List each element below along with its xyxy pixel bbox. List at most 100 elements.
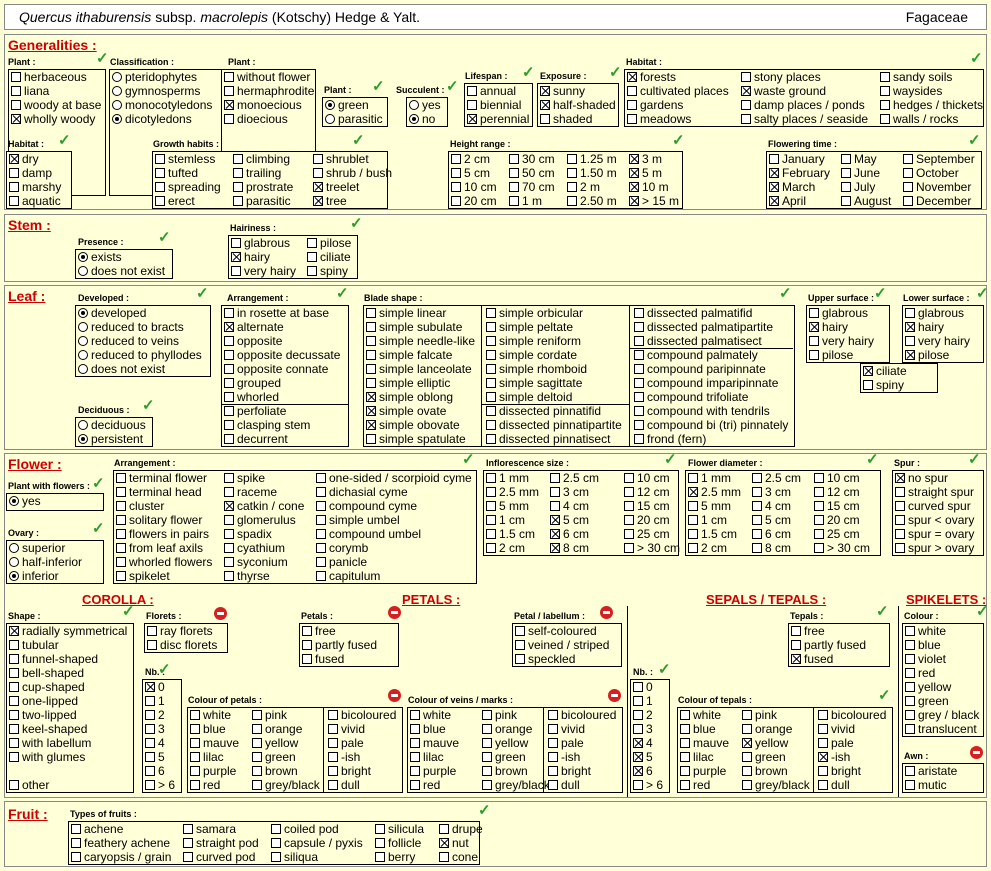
growth-habits-option[interactable]: prostrate	[233, 180, 293, 194]
checkbox-unchecked[interactable]	[905, 780, 915, 790]
checkbox-unchecked[interactable]	[183, 838, 193, 848]
succulent-option[interactable]: no	[409, 112, 435, 126]
leaf-arrangement-option[interactable]: opposite	[224, 334, 282, 348]
blade-shape-option[interactable]: simple deltoid	[486, 390, 572, 404]
leaf-deciduous-option[interactable]: deciduous	[78, 418, 146, 432]
checkbox-unchecked[interactable]	[634, 392, 644, 402]
checkbox-unchecked[interactable]	[302, 640, 312, 650]
flower-diameter-option[interactable]: 12 cm	[814, 485, 860, 499]
habitat-type-option[interactable]: damp places / ponds	[741, 98, 865, 112]
checkbox-unchecked[interactable]	[548, 752, 558, 762]
habitat-type-option[interactable]: salty places / seaside	[741, 112, 868, 126]
colour-of-petals-option[interactable]: -ish	[328, 750, 360, 764]
checkbox-unchecked[interactable]	[509, 168, 519, 178]
colour-of-petals-option[interactable]: blue	[190, 722, 226, 736]
height-range-option[interactable]: 2 cm	[451, 152, 490, 166]
flower-arrangement-option[interactable]: raceme	[224, 485, 277, 499]
flower-arrangement-option[interactable]: from leaf axils	[116, 541, 203, 555]
checkbox-unchecked[interactable]	[482, 724, 492, 734]
ovary-option[interactable]: half-inferior	[9, 555, 82, 569]
checkbox-unchecked[interactable]	[818, 738, 828, 748]
checkbox-unchecked[interactable]	[9, 682, 19, 692]
checkbox-unchecked[interactable]	[316, 473, 326, 483]
checkbox-unchecked[interactable]	[742, 780, 752, 790]
checkbox-unchecked[interactable]	[814, 515, 824, 525]
radio-checked[interactable]	[78, 252, 88, 262]
spur-option[interactable]: spur = ovary	[895, 527, 974, 541]
leaf-margin-extra-option[interactable]: ciliate	[863, 364, 907, 378]
flower-diameter-option[interactable]: 15 cm	[814, 499, 860, 513]
checkbox-unchecked[interactable]	[155, 196, 165, 206]
checkbox-unchecked[interactable]	[486, 473, 496, 483]
habitat-type-option[interactable]: sandy soils	[880, 70, 952, 84]
checkbox-unchecked[interactable]	[328, 780, 338, 790]
lifespan-option[interactable]: annual	[467, 84, 516, 98]
lower-surface-option[interactable]: glabrous	[905, 306, 964, 320]
checkbox-unchecked[interactable]	[634, 308, 644, 318]
checkbox-unchecked[interactable]	[252, 724, 262, 734]
checkbox-unchecked[interactable]	[634, 406, 644, 416]
checkbox-unchecked[interactable]	[328, 738, 338, 748]
colour-of-tepals-option[interactable]: lilac	[680, 750, 714, 764]
checkbox-unchecked[interactable]	[155, 182, 165, 192]
checkbox-unchecked[interactable]	[627, 100, 637, 110]
checkbox-unchecked[interactable]	[548, 738, 558, 748]
inflorescence-size-option[interactable]: 6 cm	[550, 527, 589, 541]
corolla-shape-option[interactable]: other	[9, 778, 49, 792]
checkbox-unchecked[interactable]	[71, 838, 81, 848]
types-of-fruits-option[interactable]: achene	[71, 822, 123, 836]
checkbox-unchecked[interactable]	[752, 487, 762, 497]
habitat-type-option[interactable]: walls / rocks	[880, 112, 958, 126]
checkbox-unchecked[interactable]	[145, 738, 155, 748]
checkbox-unchecked[interactable]	[624, 515, 634, 525]
checkbox-unchecked[interactable]	[633, 710, 643, 720]
blade-shape-option[interactable]: dissected pinnatifid	[486, 404, 601, 418]
checkbox-unchecked[interactable]	[231, 266, 241, 276]
plant-sexuality-option[interactable]: monoecious	[224, 98, 302, 112]
flowering-time-option[interactable]: February	[769, 166, 830, 180]
radio-unchecked[interactable]	[78, 266, 88, 276]
checkbox-unchecked[interactable]	[224, 434, 234, 444]
flowering-time-option[interactable]: April	[769, 194, 806, 208]
height-range-option[interactable]: 10 m	[629, 180, 669, 194]
inflorescence-size-option[interactable]: 12 cm	[624, 485, 670, 499]
checkbox-unchecked[interactable]	[145, 766, 155, 776]
inflorescence-size-option[interactable]: 1 cm	[486, 513, 525, 527]
colour-of-petals-option[interactable]: orange	[252, 722, 302, 736]
checkbox-unchecked[interactable]	[11, 86, 21, 96]
colour-of-tepals-option[interactable]: blue	[680, 722, 716, 736]
leaf-developed-option[interactable]: reduced to phyllodes	[78, 348, 202, 362]
checkbox-unchecked[interactable]	[231, 238, 241, 248]
radio-unchecked[interactable]	[325, 114, 335, 124]
checkbox-unchecked[interactable]	[809, 336, 819, 346]
checkbox-unchecked[interactable]	[9, 168, 19, 178]
checkbox-unchecked[interactable]	[550, 487, 560, 497]
types-of-fruits-option[interactable]: capsule / pyxis	[271, 836, 363, 850]
plant-sexuality-option[interactable]: without flower	[224, 70, 310, 84]
checkbox-unchecked[interactable]	[818, 724, 828, 734]
checkbox-unchecked[interactable]	[375, 852, 385, 862]
corolla-nb-option[interactable]: 1	[145, 694, 165, 708]
colour-of-tepals-option[interactable]: orange	[742, 722, 792, 736]
checkbox-unchecked[interactable]	[116, 557, 126, 567]
classification-option[interactable]: monocotyledons	[112, 98, 212, 112]
growth-habits-option[interactable]: shrublet	[313, 152, 369, 166]
checkbox-checked[interactable]	[224, 100, 234, 110]
corolla-shape-option[interactable]: with glumes	[9, 750, 85, 764]
checkbox-unchecked[interactable]	[190, 766, 200, 776]
flower-arrangement-option[interactable]: cluster	[116, 499, 164, 513]
checkbox-unchecked[interactable]	[116, 529, 126, 539]
checkbox-checked[interactable]	[633, 766, 643, 776]
checkbox-checked[interactable]	[769, 182, 779, 192]
types-of-fruits-option[interactable]: follicle	[375, 836, 421, 850]
colour-of-veins-option[interactable]: yellow	[482, 736, 528, 750]
checkbox-unchecked[interactable]	[818, 710, 828, 720]
checkbox-unchecked[interactable]	[451, 168, 461, 178]
classification-option[interactable]: dicotyledons	[112, 112, 192, 126]
checkbox-checked[interactable]	[688, 487, 698, 497]
flower-arrangement-option[interactable]: capitulum	[316, 569, 380, 583]
ovary-option[interactable]: inferior	[9, 569, 59, 583]
checkbox-unchecked[interactable]	[814, 529, 824, 539]
checkbox-unchecked[interactable]	[680, 780, 690, 790]
types-of-fruits-option[interactable]: drupe	[439, 822, 483, 836]
